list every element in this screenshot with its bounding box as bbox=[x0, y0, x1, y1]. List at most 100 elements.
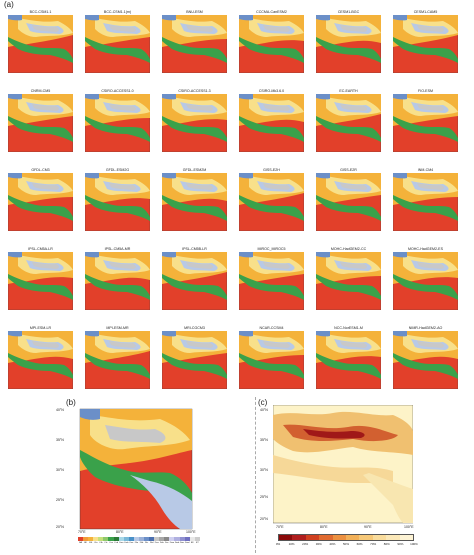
colorbar-swatch bbox=[305, 535, 320, 540]
model-map bbox=[393, 331, 458, 389]
colorbar-label: Cwc bbox=[129, 542, 134, 544]
model-map-cell: CSIRO-ACCESS1.3 bbox=[160, 88, 229, 162]
colorbar-swatch bbox=[103, 537, 109, 541]
lat-tick-label: 30°N bbox=[56, 468, 64, 472]
model-row: IPSL-CM5A-LR IPSL-CM5A-MR IPSL-CM5B-LR MIRO… bbox=[6, 246, 468, 325]
model-map-cell: GFDL-CM3 bbox=[6, 167, 75, 241]
model-map bbox=[393, 15, 458, 73]
model-title: CESM1-BGC bbox=[337, 10, 360, 14]
colorbar-label: Dwb bbox=[174, 542, 180, 544]
model-map-cell: MOHC-HadGEM2-CC bbox=[314, 246, 383, 320]
model-map bbox=[316, 252, 381, 310]
colorbar-label: 90% bbox=[397, 542, 404, 546]
colorbar-label: Cwb bbox=[124, 542, 129, 544]
model-title: NIMR-HadGEM2-AO bbox=[408, 326, 443, 330]
model-map bbox=[8, 331, 73, 389]
model-map-cell: NIMR-HadGEM2-AO bbox=[391, 325, 460, 399]
model-map bbox=[162, 94, 227, 152]
model-map bbox=[85, 252, 150, 310]
model-map bbox=[85, 173, 150, 231]
colorbar-swatch bbox=[123, 537, 129, 541]
model-map bbox=[393, 252, 458, 310]
model-map bbox=[8, 15, 73, 73]
colorbar-swatch bbox=[133, 537, 139, 541]
model-title: INM-CM4 bbox=[417, 168, 434, 172]
colorbar-label: ET bbox=[195, 542, 199, 544]
model-title: MOHC-HadGEM2-ES bbox=[408, 247, 443, 251]
model-map-cell: CNRM-CM5 bbox=[6, 88, 75, 162]
colorbar-label: Csb bbox=[114, 542, 119, 544]
colorbar-label: 50% bbox=[342, 542, 350, 546]
model-map-cell: GFDL-ESM2M bbox=[160, 167, 229, 241]
model-map bbox=[239, 94, 304, 152]
model-map-cell: MIROC_MIROC5 bbox=[237, 246, 306, 320]
colorbar-swatch bbox=[138, 537, 145, 541]
lat-tick-label: 20°N bbox=[260, 517, 268, 521]
colorbar-label: Dfc bbox=[144, 542, 149, 544]
colorbar-label: 30% bbox=[315, 542, 322, 546]
colorbar-swatch bbox=[399, 535, 414, 540]
colorbar-label: BF bbox=[84, 542, 88, 544]
panel-c-lat-axis: 40°N 35°N 30°N 25°N 20°N bbox=[260, 405, 274, 525]
panel-b-lat-axis: 40°N 35°N 30°N 25°N 20°N bbox=[56, 405, 70, 535]
model-row: MPI-ESM-LR MPI-ESM-MR MRI-CGCM3 NCAR-CCSM4 N… bbox=[6, 325, 468, 404]
model-title: IPSL-CM5A-LR bbox=[28, 247, 53, 251]
colorbar-label: Dsb bbox=[159, 542, 164, 544]
model-map bbox=[162, 173, 227, 231]
lat-tick-label: 25°N bbox=[56, 498, 64, 502]
lon-tick-label: 90°E bbox=[364, 525, 372, 529]
colorbar-label: Dwc bbox=[179, 542, 185, 544]
panel-b-label: (b) bbox=[66, 398, 76, 407]
model-title: MIROC_MIROC5 bbox=[257, 247, 286, 251]
model-title: GFDL-ESM2G bbox=[105, 168, 130, 172]
model-title: GISS-E2R bbox=[340, 168, 357, 172]
colorbar-label: Dfb bbox=[139, 542, 144, 544]
model-map bbox=[316, 173, 381, 231]
panel-c-label: (c) bbox=[258, 398, 268, 407]
panel-b-koppen-map bbox=[70, 405, 200, 555]
model-map-cell: CESM1-BGC bbox=[314, 9, 383, 83]
model-map bbox=[8, 94, 73, 152]
model-map-cell: IPSL-CM5B-LR bbox=[160, 246, 229, 320]
model-map bbox=[85, 331, 150, 389]
model-title: GFDL-ESM2M bbox=[182, 168, 207, 172]
lat-tick-label: 20°N bbox=[56, 525, 64, 529]
model-title: CCCMA-CanESM2 bbox=[256, 10, 287, 14]
model-title: CSIRO-ACCESS1.0 bbox=[101, 89, 134, 93]
colorbar-swatch bbox=[164, 537, 170, 541]
model-map bbox=[239, 331, 304, 389]
model-map bbox=[316, 331, 381, 389]
colorbar-label: EF bbox=[190, 542, 194, 544]
model-title: CSIRO-ACCESS1.3 bbox=[178, 89, 211, 93]
colorbar-swatch bbox=[279, 535, 293, 540]
model-map bbox=[316, 15, 381, 73]
lat-tick-label: 30°N bbox=[260, 468, 268, 472]
colorbar-swatch bbox=[179, 537, 185, 541]
model-title: IPSL-CM5B-LR bbox=[182, 247, 207, 251]
colorbar-label: 40% bbox=[329, 542, 336, 546]
colorbar-label: 60% bbox=[356, 542, 363, 546]
colorbar-swatch bbox=[194, 537, 200, 541]
model-title: EC-EARTH bbox=[339, 89, 358, 93]
model-map-cell: BCC-CSM1.1 bbox=[6, 9, 75, 83]
model-map-grid: BCC-CSM1.1 BCC-CSM1.1(m) BNU-ESM CCCMA-CanE… bbox=[6, 9, 468, 404]
colorbar-swatch bbox=[372, 535, 387, 540]
colorbar-label: Dwd bbox=[184, 542, 190, 544]
model-title: BCC-CSM1.1 bbox=[29, 10, 52, 14]
lon-tick-label: 100°E bbox=[404, 525, 414, 529]
model-title: MOHC-HadGEM2-CC bbox=[330, 247, 367, 251]
colorbar-label: Dwa bbox=[169, 542, 175, 544]
model-map bbox=[162, 331, 227, 389]
colorbar-label: 0% bbox=[275, 542, 281, 546]
model-map bbox=[393, 94, 458, 152]
colorbar-swatch bbox=[386, 535, 400, 540]
lon-tick-label: 90°E bbox=[154, 530, 162, 534]
panel-c-colorbar: 0% 10% 20% 30% 40% 50% 60% 70% 80% 90% 100% bbox=[275, 534, 418, 548]
colorbar-swatch bbox=[346, 535, 360, 540]
colorbar-label: Cfa bbox=[94, 542, 98, 544]
colorbar-swatch bbox=[359, 535, 373, 540]
model-map-cell: GFDL-ESM2G bbox=[83, 167, 152, 241]
model-map-cell: MOHC-HadGEM2-ES bbox=[391, 246, 460, 320]
model-map bbox=[393, 173, 458, 231]
model-map-cell: IPSL-CM5A-MR bbox=[83, 246, 152, 320]
